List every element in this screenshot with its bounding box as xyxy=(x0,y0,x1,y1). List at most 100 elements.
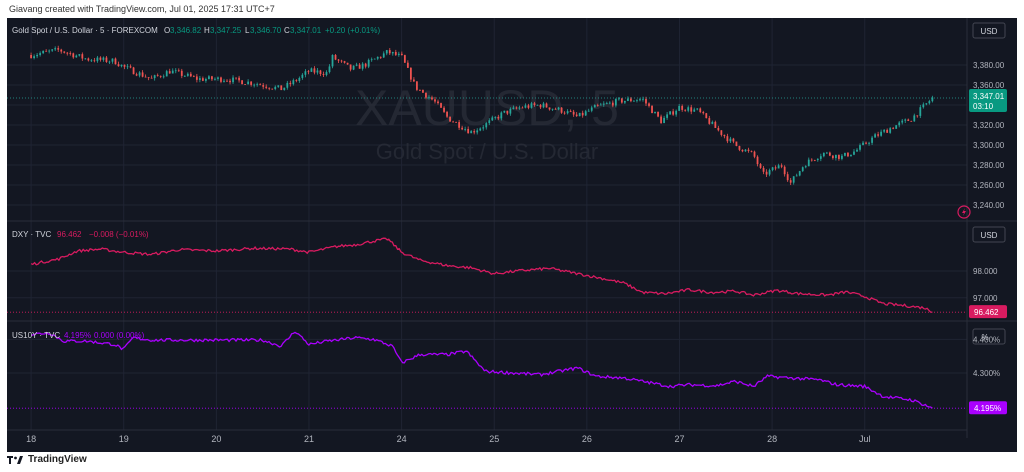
last-value: 96.462 xyxy=(974,308,999,317)
candle xyxy=(406,60,409,68)
candle xyxy=(497,114,500,121)
gold-legend-title: Gold Spot / U.S. Dollar · 5 · FOREXCOM xyxy=(12,26,158,35)
candle xyxy=(847,151,849,158)
candle xyxy=(229,78,231,85)
gold-currency-button[interactable]: USD xyxy=(972,22,1006,39)
candle xyxy=(675,109,678,117)
candle xyxy=(464,126,467,132)
candle xyxy=(244,83,246,85)
svg-text:O: O xyxy=(164,26,170,35)
candle xyxy=(431,95,433,101)
candle xyxy=(816,158,819,162)
candle xyxy=(925,103,928,106)
candle xyxy=(241,79,243,85)
chart-caption: Giavang created with TradingView.com, Ju… xyxy=(9,4,275,14)
candle xyxy=(286,80,289,90)
candle xyxy=(280,85,283,91)
candle xyxy=(798,170,801,177)
candle xyxy=(162,74,165,79)
candle xyxy=(859,143,861,152)
candle xyxy=(250,81,253,87)
tradingview-logo-icon xyxy=(7,455,23,464)
candle xyxy=(322,71,325,78)
candle xyxy=(99,56,102,62)
candle xyxy=(385,49,388,56)
candle xyxy=(841,153,843,161)
candle xyxy=(325,70,328,77)
candle xyxy=(214,77,216,81)
candle xyxy=(446,110,448,118)
lightning-icon[interactable] xyxy=(957,205,971,219)
candle xyxy=(575,112,578,117)
candle xyxy=(382,51,385,59)
candle xyxy=(328,64,331,74)
candle xyxy=(819,153,822,162)
candle xyxy=(530,101,533,109)
candle xyxy=(39,51,42,57)
candle xyxy=(831,155,834,160)
y-tick-label: 3,260.00 xyxy=(973,181,1005,190)
candle xyxy=(611,100,614,108)
footer: TradingView xyxy=(7,454,87,465)
candle xyxy=(699,107,702,114)
candle xyxy=(792,176,795,185)
candle xyxy=(87,57,90,62)
dxy-legend-title: DXY · TVC xyxy=(12,230,51,239)
candle xyxy=(494,116,497,120)
candle xyxy=(711,120,714,125)
candle xyxy=(268,87,271,91)
candle xyxy=(358,62,361,69)
candle xyxy=(123,64,126,70)
candle xyxy=(642,96,644,102)
gold-change: +0.20 (+0.01%) xyxy=(325,26,380,35)
candle xyxy=(614,98,617,108)
candle xyxy=(931,95,934,103)
candle xyxy=(627,96,629,102)
candle xyxy=(361,62,364,71)
x-tick-label: 21 xyxy=(304,434,314,444)
dxy-change: −0.008 (−0.01%) xyxy=(89,230,149,239)
x-tick-label: 20 xyxy=(211,434,221,444)
us10y-legend[interactable]: US10Y · TVC 4.195% 0.000 (0.00%) xyxy=(12,331,145,340)
candle xyxy=(723,134,726,139)
x-tick-label: 28 xyxy=(767,434,777,444)
candle xyxy=(844,152,846,157)
dxy-currency: USD xyxy=(981,231,998,240)
candle xyxy=(883,128,886,134)
candle xyxy=(33,54,35,60)
candle xyxy=(144,74,147,78)
candle xyxy=(271,88,274,90)
candle xyxy=(319,69,322,77)
candle xyxy=(45,49,48,52)
gold-legend[interactable]: Gold Spot / U.S. Dollar · 5 · FOREXCOM O… xyxy=(12,26,380,35)
candle xyxy=(901,118,904,125)
candle xyxy=(265,84,268,90)
candle xyxy=(186,72,189,77)
candle xyxy=(370,57,373,62)
candle xyxy=(132,66,135,75)
candle xyxy=(226,79,228,82)
candle xyxy=(78,54,81,57)
dxy-currency-button[interactable]: USD xyxy=(972,226,1006,243)
candle xyxy=(277,85,280,88)
candle xyxy=(376,56,379,61)
candle xyxy=(458,119,461,131)
candle xyxy=(895,124,898,129)
candle xyxy=(714,120,717,128)
us10y-unit-button[interactable]: % xyxy=(972,328,1006,345)
candle xyxy=(90,58,93,63)
candle xyxy=(554,107,557,110)
candle xyxy=(886,128,889,133)
chart-canvas: XAUUSD, 5 Gold Spot / U.S. Dollar Gold S… xyxy=(7,18,1017,444)
candle xyxy=(177,68,180,72)
last-value-label: 4.195% xyxy=(969,401,1007,415)
candle xyxy=(608,101,611,105)
gold-low: 3,346.70 xyxy=(250,26,282,35)
dxy-legend[interactable]: DXY · TVC 96.462 −0.008 (−0.01%) xyxy=(12,230,149,239)
candle xyxy=(512,105,515,110)
candle xyxy=(150,75,153,79)
candle xyxy=(391,51,394,56)
candle xyxy=(804,165,807,169)
candle xyxy=(247,79,250,85)
candle xyxy=(690,104,693,115)
